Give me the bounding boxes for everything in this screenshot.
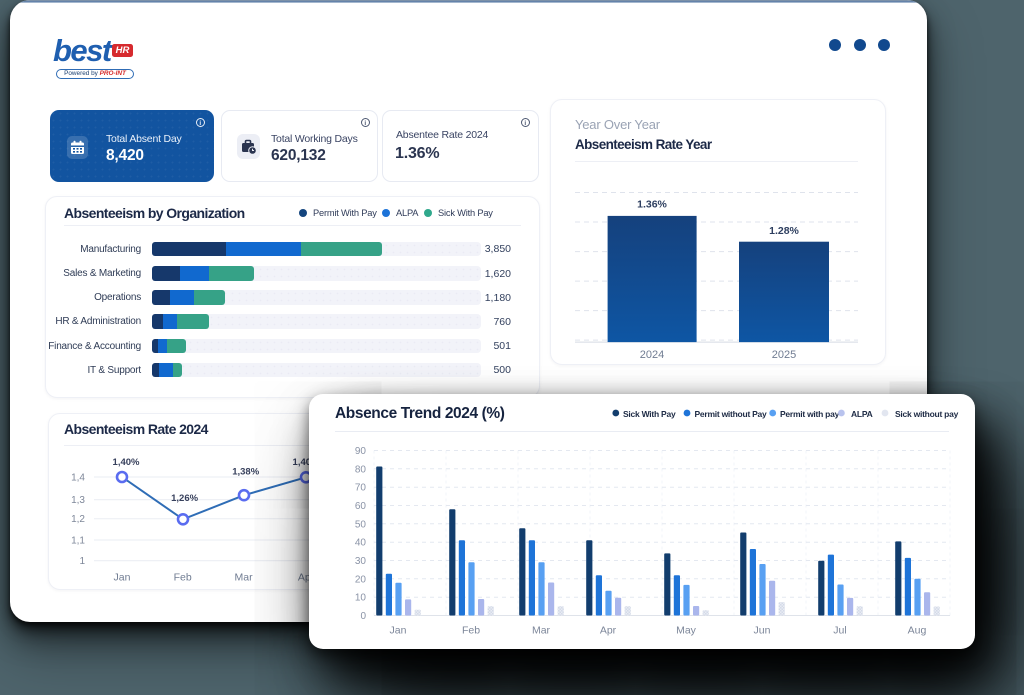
svg-text:1,4: 1,4	[71, 473, 85, 484]
svg-text:1,40%: 1,40%	[293, 457, 320, 468]
svg-text:Mar: Mar	[532, 625, 551, 637]
svg-text:Sick without pay: Sick without pay	[895, 409, 959, 419]
svg-text:80: 80	[355, 464, 367, 475]
svg-text:Jun: Jun	[754, 625, 771, 637]
svg-text:Sick With Pay: Sick With Pay	[623, 409, 676, 419]
svg-text:1,40%: 1,40%	[113, 457, 140, 468]
svg-text:60: 60	[355, 501, 367, 512]
svg-text:40: 40	[355, 538, 367, 549]
svg-text:ALPA: ALPA	[851, 409, 873, 419]
svg-text:70: 70	[355, 483, 367, 494]
svg-text:30: 30	[355, 556, 367, 567]
svg-text:50: 50	[355, 519, 367, 530]
svg-text:10: 10	[355, 593, 367, 604]
svg-text:1,2: 1,2	[71, 514, 85, 525]
svg-text:Feb: Feb	[174, 571, 192, 583]
svg-text:20: 20	[355, 574, 367, 585]
svg-text:Jan: Jan	[114, 571, 131, 583]
svg-text:Apr: Apr	[600, 625, 617, 637]
svg-text:2024: 2024	[640, 349, 664, 361]
svg-text:Feb: Feb	[462, 625, 480, 637]
svg-text:Jan: Jan	[390, 625, 407, 637]
svg-text:1.36%: 1.36%	[637, 199, 667, 211]
svg-text:0: 0	[360, 611, 366, 622]
svg-text:Jul: Jul	[833, 625, 846, 637]
svg-text:Permit without Pay: Permit without Pay	[695, 409, 768, 419]
svg-text:May: May	[676, 625, 697, 637]
svg-text:1,38%: 1,38%	[232, 467, 259, 478]
svg-text:Mar: Mar	[235, 571, 254, 583]
svg-text:Aug: Aug	[908, 625, 927, 637]
svg-text:1,26%: 1,26%	[171, 493, 198, 504]
svg-text:1,3: 1,3	[71, 495, 85, 506]
svg-text:Permit with pay: Permit with pay	[780, 409, 840, 419]
svg-text:1.28%: 1.28%	[769, 225, 799, 237]
svg-text:2025: 2025	[772, 349, 796, 361]
svg-text:1,1: 1,1	[71, 536, 85, 547]
svg-text:1: 1	[79, 556, 85, 567]
svg-text:90: 90	[355, 446, 367, 457]
